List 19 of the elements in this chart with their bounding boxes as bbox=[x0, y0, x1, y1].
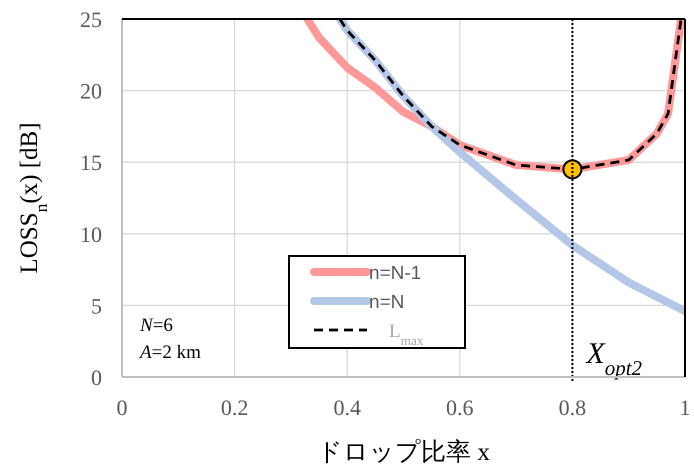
y-tick-label: 20 bbox=[80, 78, 102, 104]
x-tick-label: 1 bbox=[680, 395, 690, 420]
x-tick-label: 0 bbox=[116, 395, 128, 420]
y-tick-label: 25 bbox=[80, 7, 102, 32]
x-tick-label: 0.6 bbox=[446, 395, 474, 420]
y-tick-label: 5 bbox=[91, 293, 102, 318]
legend-label: n=N-1 bbox=[369, 263, 422, 284]
annotation: N=6 bbox=[139, 315, 173, 336]
x-tick-label: 0.4 bbox=[333, 395, 361, 420]
y-tick-label: 15 bbox=[80, 150, 102, 176]
x-tick-label: 0.8 bbox=[558, 395, 586, 420]
x-tick-label: 0.2 bbox=[220, 395, 248, 420]
legend-label: L$_{max}$ bbox=[389, 321, 424, 348]
x-axis-title: ドロップ比率 x bbox=[317, 438, 490, 466]
y-tick-label: 0 bbox=[91, 365, 102, 390]
annotation: A=2 km bbox=[138, 342, 202, 363]
legend-label: n=N bbox=[369, 292, 404, 313]
ref-line-label: X$_{opt2}$ bbox=[585, 337, 643, 380]
y-tick-label: 10 bbox=[80, 222, 102, 247]
